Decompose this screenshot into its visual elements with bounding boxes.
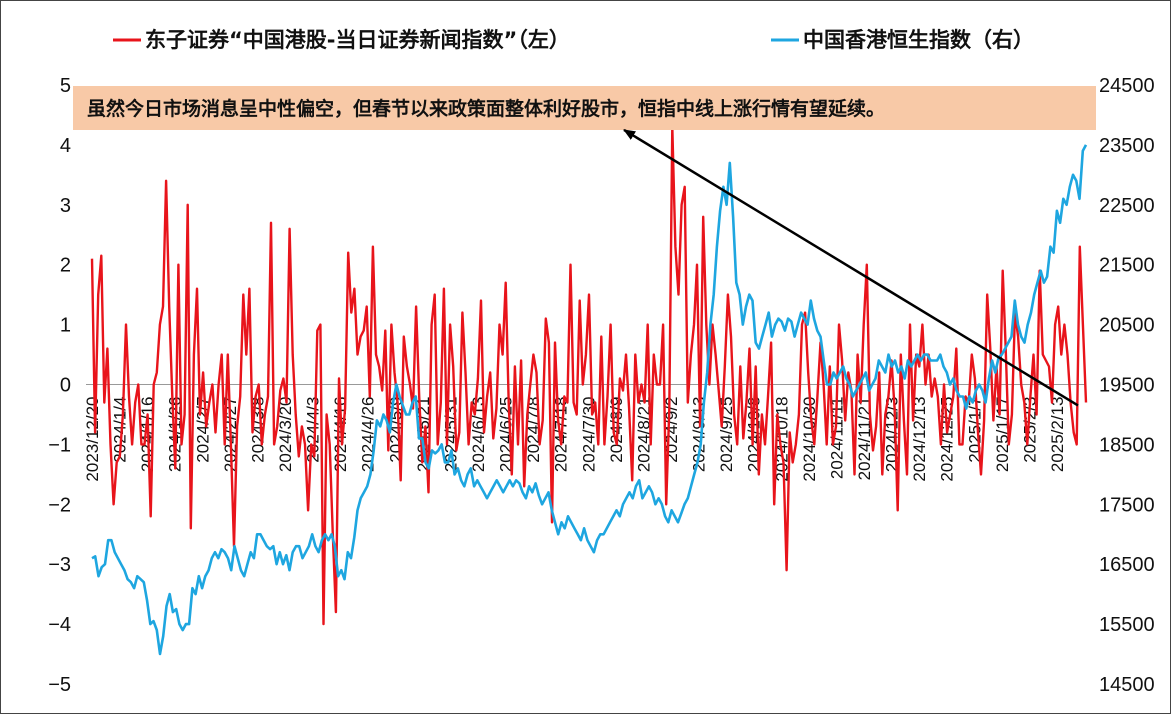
x-tick-label: 2025/2/13 bbox=[1048, 397, 1067, 473]
x-tick-label: 2024/10/30 bbox=[800, 397, 819, 482]
y-left-tick-label: 5 bbox=[60, 75, 71, 97]
y-right-tick-label: 22500 bbox=[1099, 195, 1155, 217]
y-left-tick-label: 0 bbox=[60, 375, 71, 397]
y-left-tick-label: −1 bbox=[48, 434, 71, 456]
plot-area bbox=[86, 125, 1088, 656]
y-right-tick-label: 20500 bbox=[1099, 315, 1155, 337]
trend-arrow bbox=[623, 128, 1079, 407]
arrow-line bbox=[623, 128, 1079, 407]
y-right-tick-label: 19500 bbox=[1099, 375, 1155, 397]
x-tick-label: 2024/12/13 bbox=[910, 397, 929, 482]
y-axis-right: 24500 23500 22500 21500 20500 19500 18500 17500… bbox=[1099, 75, 1155, 696]
annotation-text: 虽然今日市场消息呈中性偏空，但春节以来政策面整体利好股市，恒指中线上涨行情有望延… bbox=[87, 97, 885, 120]
x-tick-label: 2023/12/20 bbox=[83, 397, 102, 482]
y-axis-left: 5 4 3 2 1 0 −1 −2 −3 −4 −5 bbox=[48, 75, 71, 696]
annotation-box: 虽然今日市场消息呈中性偏空，但春节以来政策面整体利好股市，恒指中线上涨行情有望延… bbox=[73, 86, 1096, 130]
y-right-tick-label: 14500 bbox=[1099, 674, 1155, 696]
y-left-tick-label: 2 bbox=[60, 255, 71, 277]
y-left-tick-label: 4 bbox=[60, 135, 71, 157]
y-left-tick-label: −3 bbox=[48, 554, 71, 576]
y-left-tick-label: −2 bbox=[48, 494, 71, 516]
x-tick-label: 2024/4/3 bbox=[304, 397, 323, 463]
annotation-background bbox=[73, 86, 1096, 130]
y-right-tick-label: 23500 bbox=[1099, 135, 1155, 157]
legend-label-news-index: 东子证券“中国港股-当日证券新闻指数”（左） bbox=[145, 28, 570, 52]
chart-legend: 东子证券“中国港股-当日证券新闻指数”（左） 中国香港恒生指数（右） bbox=[113, 28, 1034, 52]
x-tick-label: 2024/3/20 bbox=[276, 397, 295, 473]
y-left-tick-label: 3 bbox=[60, 195, 71, 217]
y-right-tick-label: 18500 bbox=[1099, 434, 1155, 456]
y-right-tick-label: 16500 bbox=[1099, 554, 1155, 576]
y-right-tick-label: 21500 bbox=[1099, 255, 1155, 277]
legend-label-hang-seng: 中国香港恒生指数（右） bbox=[803, 28, 1034, 52]
y-right-tick-label: 17500 bbox=[1099, 494, 1155, 516]
x-tick-label: 2024/7/30 bbox=[579, 397, 598, 473]
x-tick-label: 2024/9/2 bbox=[662, 397, 681, 463]
y-left-tick-label: 1 bbox=[60, 315, 71, 337]
x-tick-label: 2024/1/4 bbox=[111, 397, 130, 463]
y-left-tick-label: −5 bbox=[48, 674, 71, 696]
series-line-hang-seng bbox=[91, 144, 1088, 656]
x-tick-label: 2024/8/21 bbox=[634, 397, 653, 473]
y-left-tick-label: −4 bbox=[48, 614, 71, 636]
series-line-news-index bbox=[90, 125, 1088, 626]
y-right-tick-label: 15500 bbox=[1099, 614, 1155, 636]
y-right-tick-label: 24500 bbox=[1099, 75, 1155, 97]
